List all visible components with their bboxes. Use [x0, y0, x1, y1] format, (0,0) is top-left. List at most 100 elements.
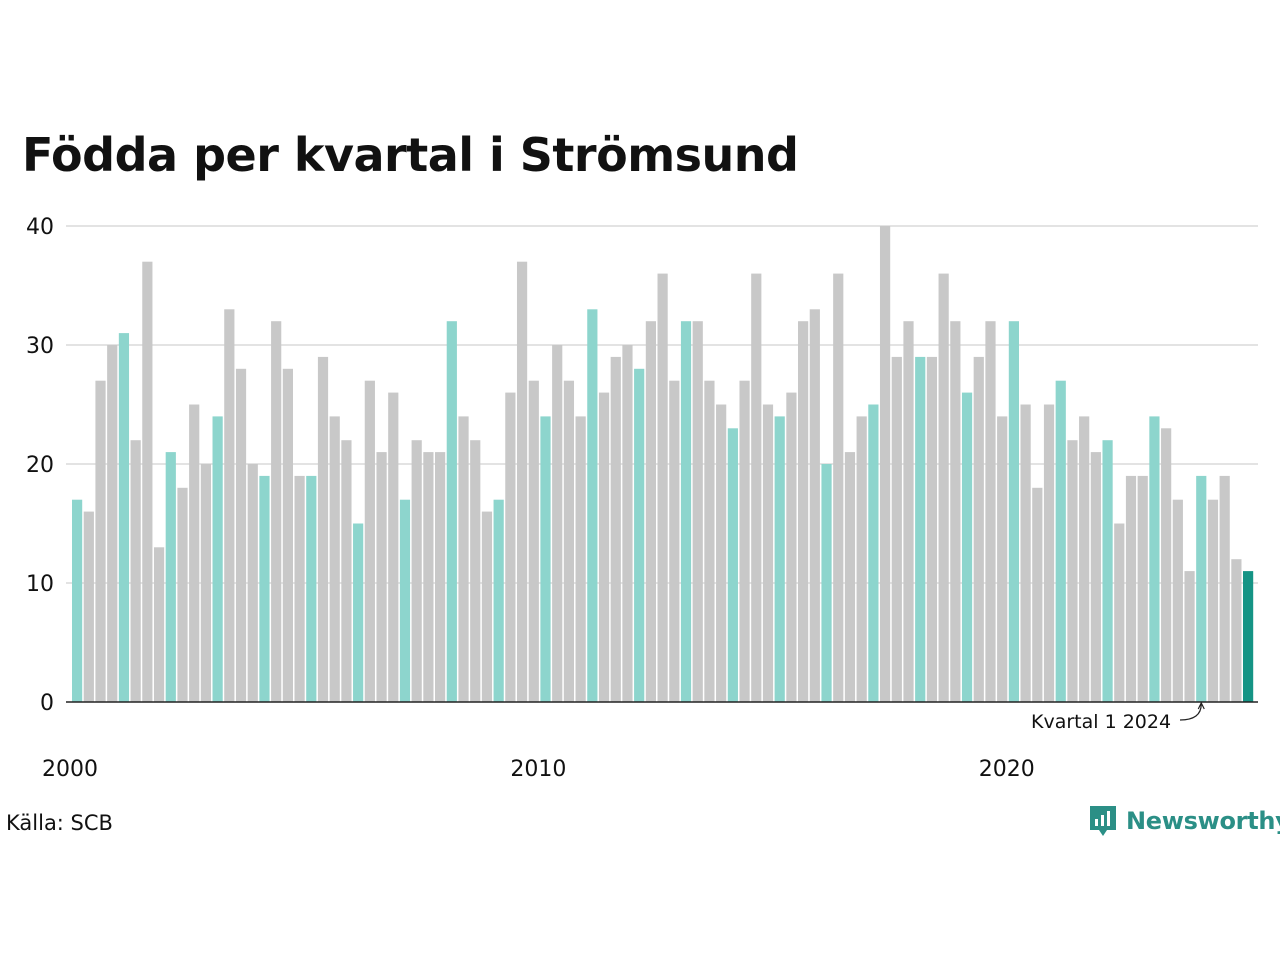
bar	[1102, 440, 1113, 702]
bar	[1032, 487, 1043, 702]
bar	[774, 416, 785, 702]
annotation-arrow	[1179, 701, 1205, 721]
bar	[470, 440, 481, 702]
brand-logo: Newsworthy	[1088, 804, 1280, 838]
bar	[376, 452, 387, 702]
bar	[259, 475, 270, 702]
bar	[177, 487, 188, 702]
bar	[727, 428, 738, 702]
y-axis-ticks: 0 10 20 30 40	[26, 215, 54, 716]
annotation: Kvartal 1 2024	[1031, 701, 1205, 733]
chart-title: Födda per kvartal i Strömsund	[22, 128, 799, 182]
bar	[200, 464, 212, 702]
bar	[435, 452, 446, 702]
bar	[587, 309, 598, 702]
bar	[1079, 416, 1090, 702]
bar	[879, 226, 891, 702]
bar	[528, 380, 539, 702]
bar	[317, 356, 329, 702]
bar	[189, 404, 200, 702]
y-tick-label: 10	[26, 572, 54, 597]
bar	[786, 392, 797, 702]
bar	[153, 547, 165, 702]
annotation-label: Kvartal 1 2024	[1031, 711, 1171, 733]
bar	[353, 523, 364, 702]
bar	[575, 416, 586, 702]
bar	[903, 321, 914, 702]
bar	[1184, 571, 1195, 702]
bar	[271, 321, 282, 702]
chart-icon	[1090, 806, 1116, 836]
bar	[399, 499, 411, 702]
bar	[798, 321, 809, 702]
bar	[458, 416, 469, 702]
bar	[844, 452, 856, 702]
bar	[247, 464, 258, 702]
bar	[809, 309, 820, 702]
bar	[1231, 559, 1242, 702]
bar	[973, 356, 984, 702]
bar	[856, 416, 867, 702]
bar	[493, 499, 504, 702]
bar	[915, 356, 926, 702]
bar	[1196, 475, 1207, 702]
bar	[833, 273, 844, 702]
bar	[118, 333, 130, 702]
bar	[165, 452, 176, 702]
bar	[622, 345, 633, 702]
x-tick-label: 2000	[42, 757, 98, 782]
bar	[306, 475, 317, 702]
bar	[446, 321, 457, 702]
bar	[388, 392, 399, 702]
y-tick-label: 40	[26, 215, 54, 240]
bar	[423, 452, 434, 702]
bar	[95, 380, 106, 702]
x-axis-ticks: 2000 2010 2020	[42, 757, 1035, 782]
bar	[821, 464, 832, 702]
bar	[72, 499, 83, 702]
bar	[364, 380, 375, 702]
bar	[716, 404, 727, 702]
bar	[563, 380, 575, 702]
bar	[1090, 452, 1101, 702]
bar	[938, 273, 949, 702]
bar	[212, 416, 223, 702]
bar	[516, 261, 528, 702]
bar	[961, 392, 973, 702]
bars	[72, 226, 1254, 702]
bar	[411, 440, 422, 702]
bar	[481, 511, 493, 702]
bar	[1172, 499, 1183, 702]
bar	[1149, 416, 1160, 702]
bar	[505, 392, 516, 702]
bar	[704, 380, 715, 702]
bar	[329, 416, 340, 702]
bar	[224, 309, 235, 702]
bar	[598, 392, 610, 702]
bar	[985, 321, 996, 702]
bar	[891, 356, 902, 702]
y-tick-label: 20	[26, 453, 54, 478]
bar	[751, 273, 762, 702]
bar	[669, 380, 680, 702]
x-tick-label: 2010	[510, 757, 566, 782]
brand-name: Newsworthy	[1126, 807, 1280, 835]
bar	[1114, 523, 1125, 702]
bar	[762, 404, 774, 702]
bar	[130, 440, 141, 702]
bar	[645, 321, 656, 702]
bar	[1043, 404, 1055, 702]
bar	[950, 321, 961, 702]
bar	[294, 475, 305, 702]
bar	[282, 368, 293, 702]
bar	[83, 511, 94, 702]
bar	[657, 273, 668, 702]
bar	[1161, 428, 1172, 702]
bar	[1243, 571, 1254, 702]
bar	[1137, 475, 1148, 702]
y-tick-label: 0	[40, 691, 54, 716]
bar	[235, 368, 247, 702]
y-tick-label: 30	[26, 334, 54, 359]
bar	[1008, 321, 1019, 702]
